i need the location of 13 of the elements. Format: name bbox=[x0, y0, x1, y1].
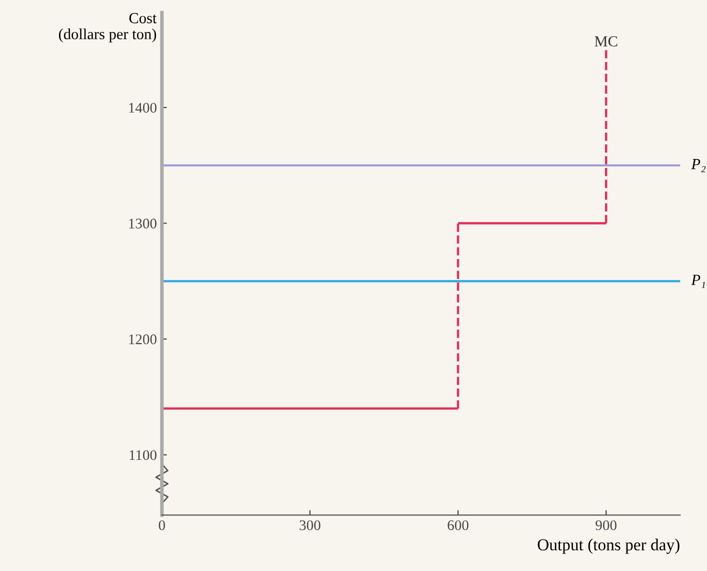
x-tick-label: 300 bbox=[300, 520, 320, 530]
x-tick-label: 600 bbox=[448, 520, 468, 530]
y-tick-label: 1400 bbox=[129, 102, 156, 113]
x-tick-label: 900 bbox=[596, 520, 616, 530]
y-axis-title: Cost (dollars per ton) bbox=[58, 13, 157, 42]
y-tick-label: 1100 bbox=[130, 450, 156, 460]
x-axis-title: Output (tons per day) bbox=[538, 538, 680, 554]
series-label: MC bbox=[594, 36, 618, 47]
y-tick-label: 1200 bbox=[129, 334, 156, 344]
y-tick-label: 1300 bbox=[129, 218, 156, 228]
x-tick-label: 0 bbox=[158, 520, 165, 530]
ref-line-label: P₂ bbox=[691, 159, 706, 172]
ref-line-label: P₁ bbox=[691, 274, 705, 288]
